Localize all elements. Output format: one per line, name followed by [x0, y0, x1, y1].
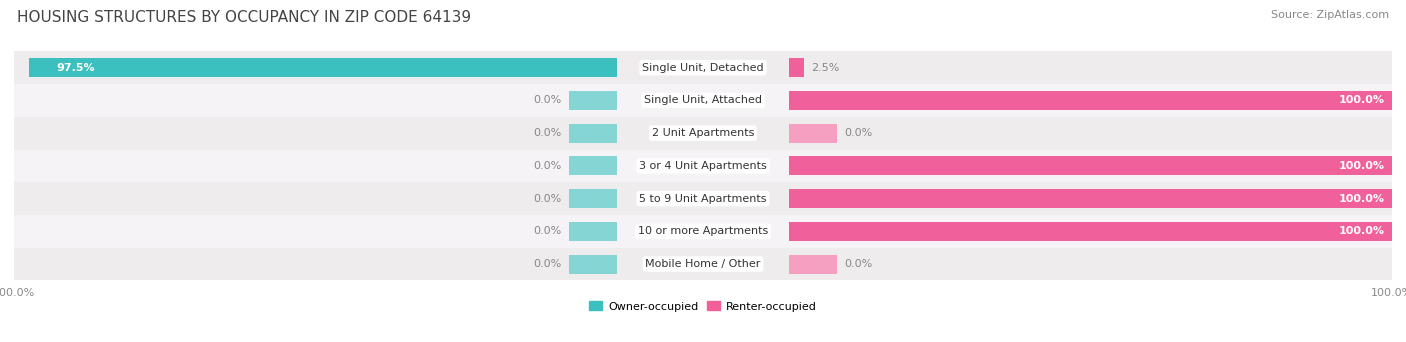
Text: 100.0%: 100.0%	[1339, 194, 1385, 203]
Bar	[568, 91, 617, 110]
Bar	[14, 84, 1392, 117]
Text: 100.0%: 100.0%	[1339, 161, 1385, 171]
Text: 0.0%: 0.0%	[844, 259, 873, 269]
Text: 100.0%: 100.0%	[1339, 95, 1385, 105]
Bar	[568, 156, 617, 175]
Bar	[789, 58, 804, 77]
Bar	[568, 189, 617, 208]
Bar	[14, 51, 1392, 84]
Text: 97.5%: 97.5%	[56, 63, 96, 73]
Text: 0.0%: 0.0%	[533, 95, 562, 105]
Bar	[789, 91, 1392, 110]
Text: HOUSING STRUCTURES BY OCCUPANCY IN ZIP CODE 64139: HOUSING STRUCTURES BY OCCUPANCY IN ZIP C…	[17, 10, 471, 25]
Text: 0.0%: 0.0%	[844, 128, 873, 138]
Text: Mobile Home / Other: Mobile Home / Other	[645, 259, 761, 269]
Text: 10 or more Apartments: 10 or more Apartments	[638, 226, 768, 236]
Bar	[789, 254, 838, 274]
Text: 0.0%: 0.0%	[533, 161, 562, 171]
Text: 0.0%: 0.0%	[533, 259, 562, 269]
Bar	[14, 117, 1392, 149]
Text: 0.0%: 0.0%	[533, 194, 562, 203]
Text: Single Unit, Attached: Single Unit, Attached	[644, 95, 762, 105]
Bar	[568, 254, 617, 274]
Bar	[568, 222, 617, 241]
Bar	[789, 156, 1392, 175]
Text: 2 Unit Apartments: 2 Unit Apartments	[652, 128, 754, 138]
Bar	[789, 124, 838, 143]
Bar	[14, 248, 1392, 280]
Text: 100.0%: 100.0%	[1339, 226, 1385, 236]
Text: 0.0%: 0.0%	[533, 128, 562, 138]
Bar	[14, 215, 1392, 248]
Text: 0.0%: 0.0%	[533, 226, 562, 236]
Text: 3 or 4 Unit Apartments: 3 or 4 Unit Apartments	[640, 161, 766, 171]
Text: Single Unit, Detached: Single Unit, Detached	[643, 63, 763, 73]
Text: Source: ZipAtlas.com: Source: ZipAtlas.com	[1271, 10, 1389, 20]
Bar	[14, 149, 1392, 182]
Bar	[789, 222, 1392, 241]
Bar	[568, 124, 617, 143]
Bar	[14, 182, 1392, 215]
Legend: Owner-occupied, Renter-occupied: Owner-occupied, Renter-occupied	[585, 297, 821, 316]
Bar	[30, 58, 617, 77]
Text: 5 to 9 Unit Apartments: 5 to 9 Unit Apartments	[640, 194, 766, 203]
Bar	[789, 189, 1392, 208]
Text: 2.5%: 2.5%	[811, 63, 839, 73]
